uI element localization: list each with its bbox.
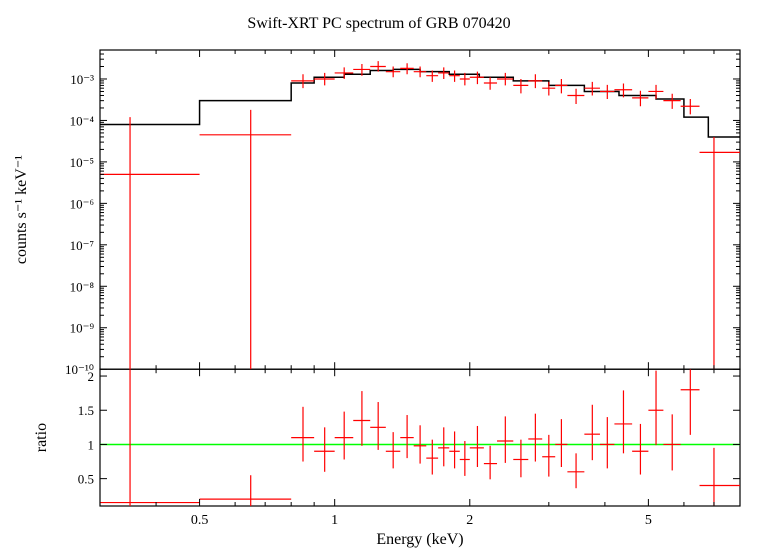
svg-text:10⁻⁹: 10⁻⁹ bbox=[70, 321, 95, 336]
svg-text:5: 5 bbox=[645, 513, 652, 528]
svg-text:2: 2 bbox=[88, 369, 95, 384]
svg-text:10⁻⁴: 10⁻⁴ bbox=[70, 113, 95, 128]
svg-text:2: 2 bbox=[466, 513, 473, 528]
svg-text:0.5: 0.5 bbox=[191, 513, 209, 528]
svg-text:1.5: 1.5 bbox=[78, 403, 94, 418]
svg-text:0.5: 0.5 bbox=[78, 472, 94, 487]
svg-text:10⁻⁵: 10⁻⁵ bbox=[70, 155, 94, 170]
svg-text:ratio: ratio bbox=[33, 423, 50, 452]
svg-text:10⁻⁶: 10⁻⁶ bbox=[70, 196, 94, 211]
svg-text:counts s⁻¹ keV⁻¹: counts s⁻¹ keV⁻¹ bbox=[13, 155, 30, 264]
svg-text:Energy (keV): Energy (keV) bbox=[376, 531, 463, 548]
svg-text:10⁻³: 10⁻³ bbox=[70, 72, 94, 87]
svg-text:10⁻⁸: 10⁻⁸ bbox=[70, 279, 95, 294]
svg-text:1: 1 bbox=[331, 513, 338, 528]
svg-text:1: 1 bbox=[88, 437, 95, 452]
svg-text:Swift-XRT PC spectrum of GRB 0: Swift-XRT PC spectrum of GRB 070420 bbox=[247, 15, 510, 32]
spectrum-chart: Swift-XRT PC spectrum of GRB 070420 0.5 1 2… bbox=[0, 0, 758, 556]
svg-text:10⁻⁷: 10⁻⁷ bbox=[70, 238, 94, 253]
